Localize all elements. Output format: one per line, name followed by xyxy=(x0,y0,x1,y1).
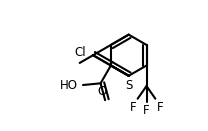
Text: HO: HO xyxy=(60,78,78,92)
Text: F: F xyxy=(130,101,136,114)
Text: F: F xyxy=(143,104,150,117)
Text: O: O xyxy=(97,85,107,98)
Text: S: S xyxy=(125,80,132,92)
Text: F: F xyxy=(157,101,163,114)
Text: Cl: Cl xyxy=(74,46,85,59)
